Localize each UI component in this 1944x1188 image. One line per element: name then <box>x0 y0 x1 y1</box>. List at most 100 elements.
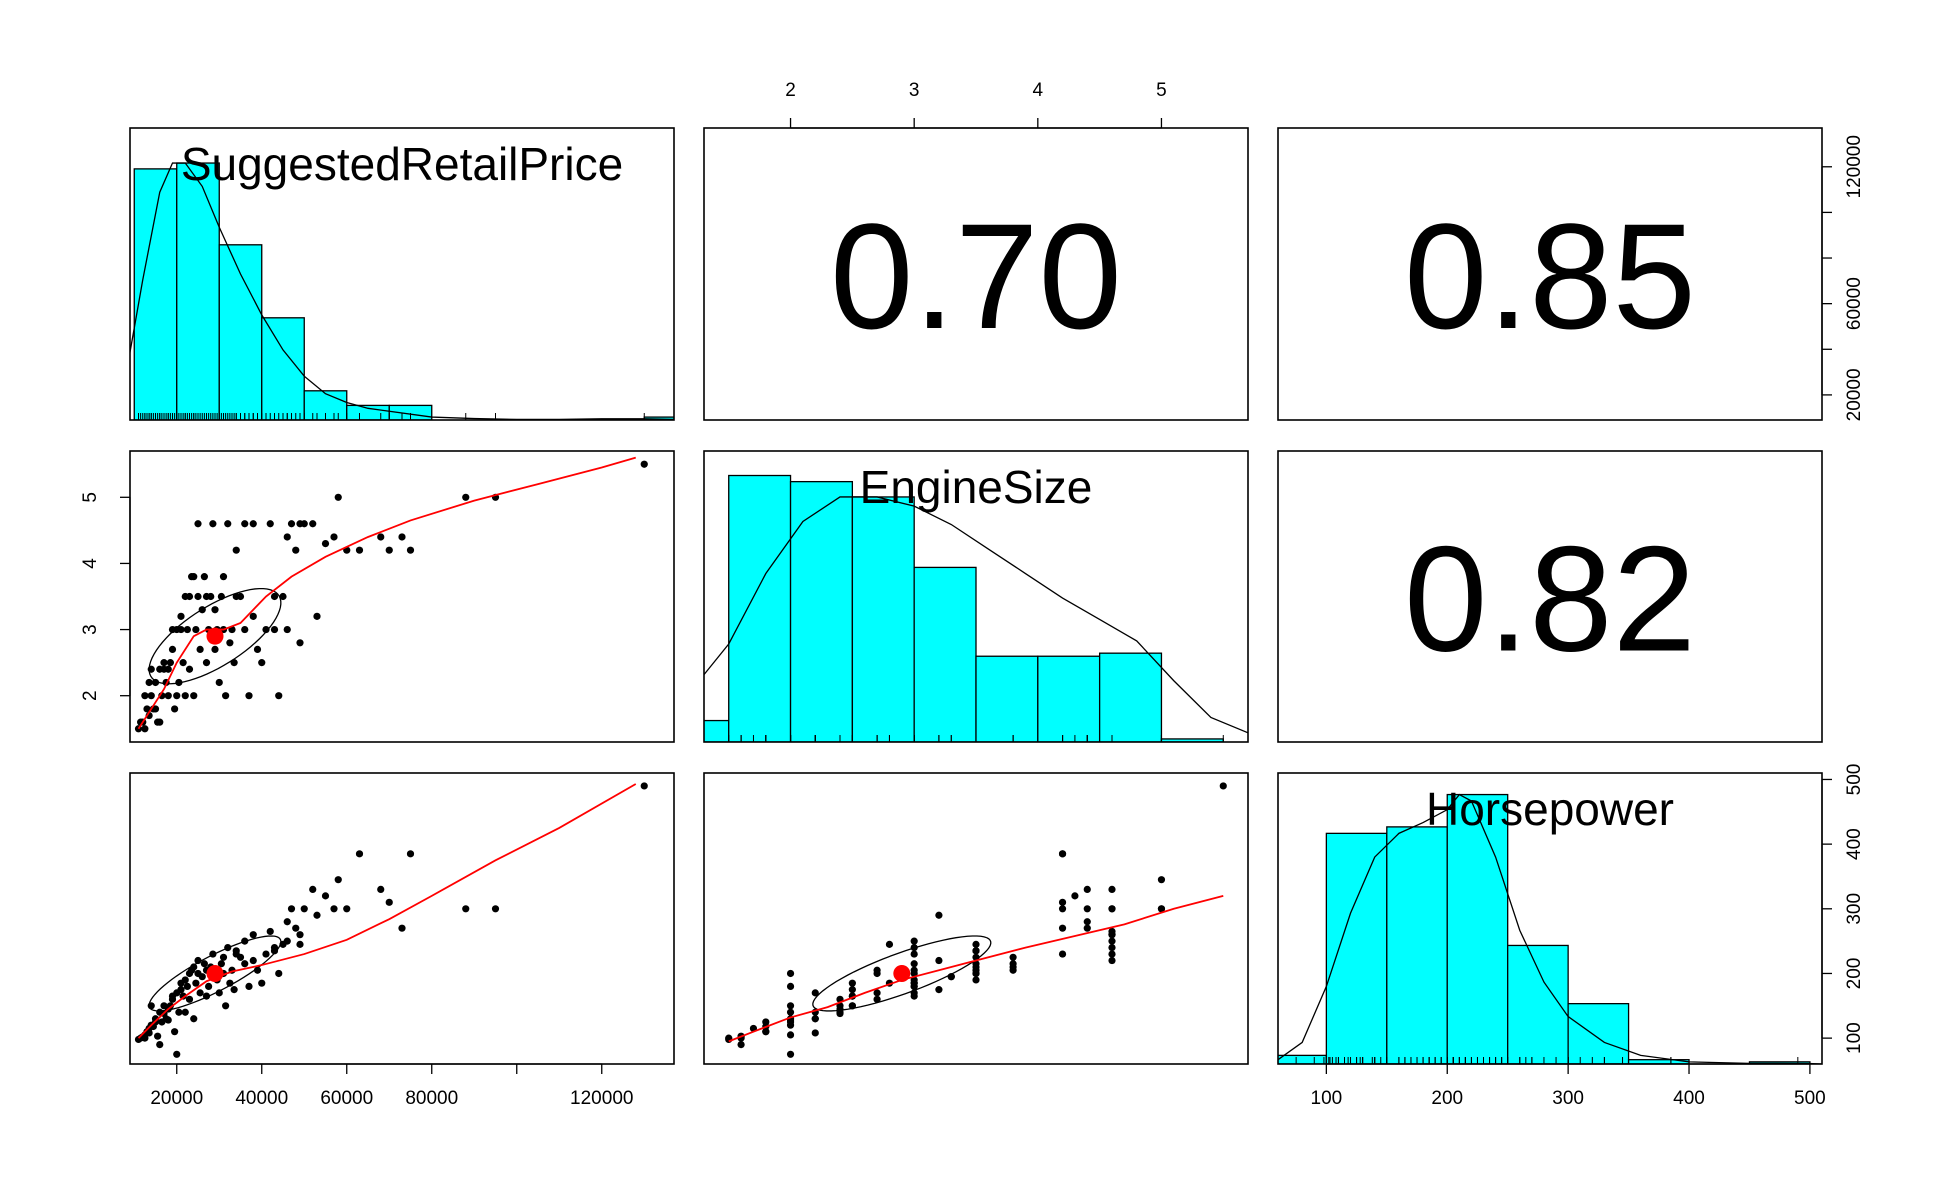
scatter-point <box>196 645 204 654</box>
scatter-point <box>296 639 304 647</box>
scatter-point <box>972 966 980 974</box>
scatter-point <box>811 1015 819 1023</box>
x-tick-label-horsepower: 300 <box>1552 1088 1584 1109</box>
scatter-point <box>910 950 918 958</box>
scatter-point <box>249 931 257 939</box>
scatter-point <box>154 1032 162 1040</box>
scatter-point <box>173 1050 181 1058</box>
scatter-point <box>200 573 208 581</box>
scatter-point <box>147 692 155 700</box>
y-tick-label-horsepower-right: 100 <box>1844 1022 1865 1054</box>
histogram-bar-EngineSize <box>1037 655 1101 742</box>
scatter-point <box>185 665 194 673</box>
scatter-point <box>177 986 185 994</box>
scatter-point <box>179 659 187 667</box>
scatter-point <box>377 533 385 541</box>
histogram-bar-EngineSize <box>975 655 1039 742</box>
density-curve-EngineSize <box>704 496 1248 734</box>
histogram-bar-Horsepower <box>1386 826 1448 1064</box>
scatter-point <box>321 892 330 900</box>
x-tick-label-horsepower: 500 <box>1794 1088 1826 1109</box>
correlation-label-SuggestedRetailPrice-Horsepower: 0.85 <box>1404 192 1696 360</box>
histogram-bar-EngineSize <box>728 474 792 742</box>
diag-panel-EngineSize <box>704 474 1248 742</box>
scatter-point <box>786 1008 795 1016</box>
y-tick-label-price-right: 20000 <box>1844 368 1865 421</box>
y-tick-label-horsepower-right: 300 <box>1844 893 1865 925</box>
scatter-point <box>160 659 168 667</box>
scatter-point <box>232 546 240 554</box>
histogram-bar-SuggestedRetailPrice <box>346 404 390 420</box>
scatter-point <box>151 678 160 687</box>
scatter-point <box>185 592 194 601</box>
histogram-bar-EngineSize <box>789 480 854 742</box>
x-tick-label-price: 60000 <box>320 1088 373 1109</box>
scatter-point <box>935 986 943 994</box>
scatter-point <box>198 973 206 981</box>
diag-title-Horsepower: Horsepower <box>1426 783 1674 835</box>
histogram-bar-EngineSize <box>704 719 730 742</box>
scatter-point <box>321 539 330 548</box>
scatter-point <box>300 905 308 913</box>
y-tick-label-price-right: 60000 <box>1844 277 1865 330</box>
histogram-bar-Horsepower <box>1325 832 1388 1064</box>
scatter-point <box>222 1002 230 1010</box>
diag-title-SuggestedRetailPrice: SuggestedRetailPrice <box>181 138 623 190</box>
scatter-point <box>811 1029 819 1037</box>
scatter-point <box>177 979 185 987</box>
scatter-point <box>215 678 223 687</box>
panel-frame <box>703 450 1249 743</box>
scatter-point <box>283 533 291 541</box>
scatter-point <box>145 678 153 687</box>
scatter-point <box>1108 956 1116 965</box>
scatter-point <box>972 976 980 984</box>
scatter-point <box>232 592 240 601</box>
scatter-point <box>185 969 194 978</box>
top-tick-label-enginesize: 4 <box>1033 80 1044 101</box>
scatter-point <box>972 960 980 968</box>
scatter-point <box>1108 905 1116 913</box>
diag-title-EngineSize: EngineSize <box>860 461 1093 513</box>
scatter-point <box>762 1028 770 1036</box>
scatter-point <box>910 937 918 945</box>
scatter-point <box>1058 950 1067 958</box>
scatter-point <box>873 966 881 974</box>
scatter-point <box>334 876 342 884</box>
scatter-point <box>786 1002 795 1010</box>
scatter-point <box>164 1016 172 1024</box>
scatter-point <box>219 573 228 581</box>
scatter-point <box>1009 963 1017 971</box>
scatter-point <box>1157 876 1166 884</box>
y-tick-label-horsepower-right: 400 <box>1844 828 1865 860</box>
scatter-point <box>309 885 317 894</box>
scatter-point <box>266 927 274 936</box>
histogram-bar-Horsepower <box>1567 1002 1630 1064</box>
correlation-ellipse <box>148 587 282 685</box>
loess-smooth-line <box>728 894 1224 1043</box>
histogram-bar-SuggestedRetailPrice <box>261 317 305 420</box>
scatter-point <box>283 625 291 634</box>
scatter-point <box>194 520 202 528</box>
x-tick-label-price: 20000 <box>150 1088 203 1109</box>
scatter-point <box>190 1015 198 1023</box>
scatter-point <box>1083 924 1091 932</box>
scatter-point <box>202 592 211 601</box>
panel-frame <box>1277 450 1823 743</box>
scatter-point <box>786 969 795 978</box>
scatter-point <box>1058 905 1067 913</box>
scatter-point <box>1058 924 1067 932</box>
correlation-label-EngineSize-Horsepower: 0.82 <box>1404 515 1696 683</box>
scatter-point <box>222 692 230 700</box>
scatter-point <box>1083 918 1091 926</box>
scatter-point <box>1108 937 1116 945</box>
scatter-point <box>202 659 211 667</box>
scatter-point <box>786 1050 795 1058</box>
histogram-bar-Horsepower <box>1446 793 1509 1064</box>
scatter-point <box>171 1028 179 1036</box>
scatter-point <box>217 960 225 968</box>
scatter-point <box>145 1029 153 1037</box>
panels: 0.70 0.85 0.82 SuggestedRetailPrice EngineSi… <box>129 127 1823 1065</box>
scatter-point <box>183 625 191 634</box>
scatter-point <box>209 520 217 528</box>
